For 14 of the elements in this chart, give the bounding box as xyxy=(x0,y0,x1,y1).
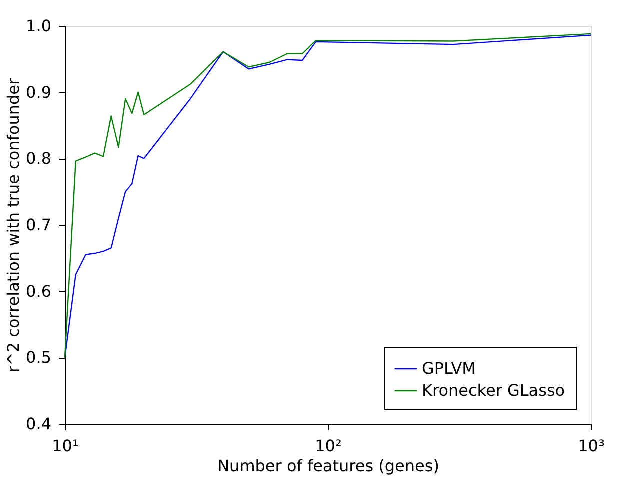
y-tick-label: 0.6 xyxy=(26,282,52,301)
y-tick-label: 0.7 xyxy=(26,216,52,234)
legend-label: Kronecker GLasso xyxy=(422,381,566,400)
y-tick-label: 0.9 xyxy=(26,82,52,102)
y-tick-label: 0.5 xyxy=(26,348,52,368)
x-tick-label: 10² xyxy=(315,436,342,456)
x-axis-title: Number of features (genes) xyxy=(218,456,440,476)
legend-label: GPLVM xyxy=(422,359,476,378)
x-tick-label: 10¹ xyxy=(52,436,79,456)
y-tick-label: 0.8 xyxy=(26,149,52,168)
y-tick-label: 1.0 xyxy=(26,16,52,36)
y-tick-label: 0.4 xyxy=(26,414,52,434)
x-tick-label: 10³ xyxy=(578,436,605,456)
y-axis-title: r^2 correlation with true confounder xyxy=(4,78,24,373)
